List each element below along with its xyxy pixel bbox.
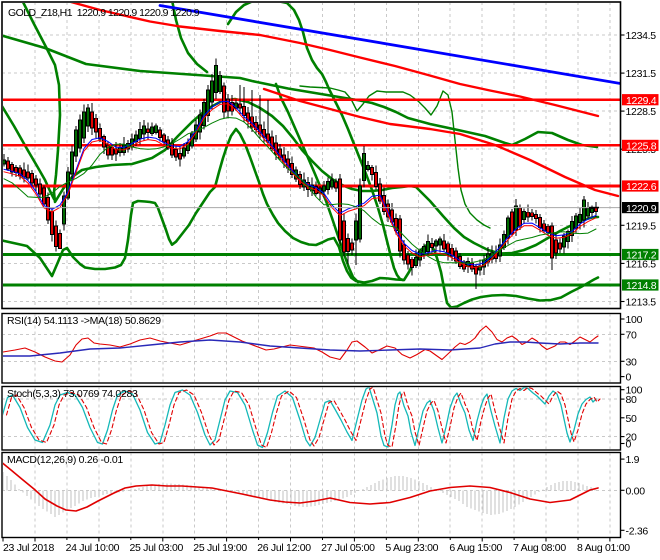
svg-text:80: 80 (626, 394, 638, 406)
svg-text:GOLD_Z18,H1 1220.9 1220.9 122: GOLD_Z18,H1 1220.9 1220.9 1220.9 1220.9 (8, 7, 200, 19)
svg-text:1231.5: 1231.5 (626, 68, 657, 80)
svg-text:1214.8: 1214.8 (626, 280, 657, 292)
svg-text:30: 30 (626, 356, 638, 368)
svg-text:7 Aug 08:00: 7 Aug 08:00 (513, 542, 566, 554)
svg-text:1228.5: 1228.5 (626, 106, 657, 118)
svg-text:100: 100 (626, 385, 643, 397)
svg-text:20: 20 (626, 432, 638, 444)
svg-text:50: 50 (626, 413, 638, 425)
svg-text:25 Jul 03:00: 25 Jul 03:00 (129, 542, 183, 554)
svg-text:0: 0 (626, 439, 632, 451)
svg-text:25 Jul 19:00: 25 Jul 19:00 (193, 542, 247, 554)
svg-text:1222.6: 1222.6 (626, 181, 657, 193)
svg-text:5 Aug 23:00: 5 Aug 23:00 (385, 542, 438, 554)
svg-text:24 Jul 10:00: 24 Jul 10:00 (66, 542, 120, 554)
svg-text:27 Jul 05:00: 27 Jul 05:00 (321, 542, 375, 554)
svg-text:MACD(12,26,9) 0.26 -0.01: MACD(12,26,9) 0.26 -0.01 (7, 454, 123, 466)
svg-text:100: 100 (626, 314, 643, 326)
svg-text:Stoch(5,3,3) 73.0769 74.0283: Stoch(5,3,3) 73.0769 74.0283 (7, 388, 138, 400)
svg-text:0: 0 (626, 372, 632, 384)
svg-text:1225.8: 1225.8 (626, 141, 657, 153)
svg-text:1220.9: 1220.9 (626, 203, 657, 215)
svg-text:6 Aug 15:00: 6 Aug 15:00 (449, 542, 502, 554)
svg-text:1.9: 1.9 (626, 454, 640, 466)
svg-text:26 Jul 12:00: 26 Jul 12:00 (257, 542, 311, 554)
svg-text:1234.5: 1234.5 (626, 30, 657, 42)
svg-text:0.00: 0.00 (626, 485, 646, 497)
svg-text:8 Aug 01:00: 8 Aug 01:00 (577, 542, 630, 554)
svg-text:-2.36: -2.36 (626, 525, 649, 537)
svg-text:1217.2: 1217.2 (626, 250, 657, 262)
svg-text:1216.5: 1216.5 (626, 258, 657, 270)
svg-text:1213.5: 1213.5 (626, 297, 657, 309)
svg-text:1219.5: 1219.5 (626, 220, 657, 232)
svg-text:1229.4: 1229.4 (626, 95, 657, 107)
svg-text:RSI(14) 54.1113 ->MA(18) 50.8: RSI(14) 54.1113 ->MA(18) 50.8629 (7, 315, 161, 327)
svg-text:23 Jul 2018: 23 Jul 2018 (3, 542, 54, 554)
svg-text:70: 70 (626, 329, 638, 341)
